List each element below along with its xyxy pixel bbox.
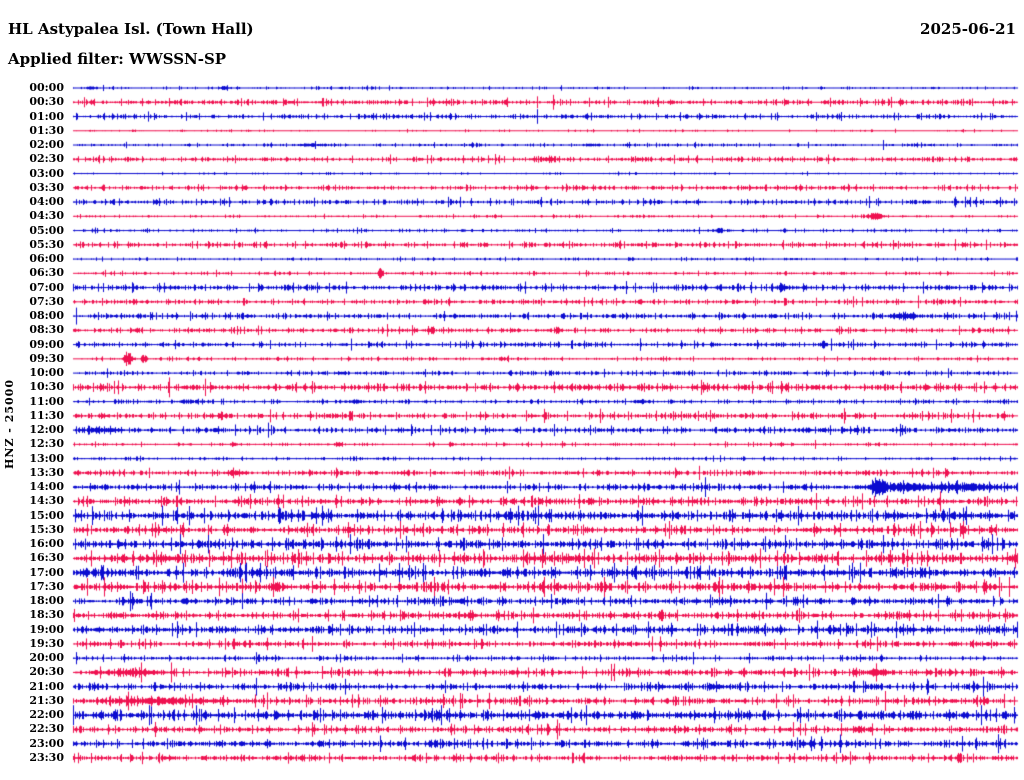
helicorder-traces-canvas [0,0,1024,780]
helicorder-page: HL Astypalea Isl. (Town Hall) 2025-06-21… [0,0,1024,780]
